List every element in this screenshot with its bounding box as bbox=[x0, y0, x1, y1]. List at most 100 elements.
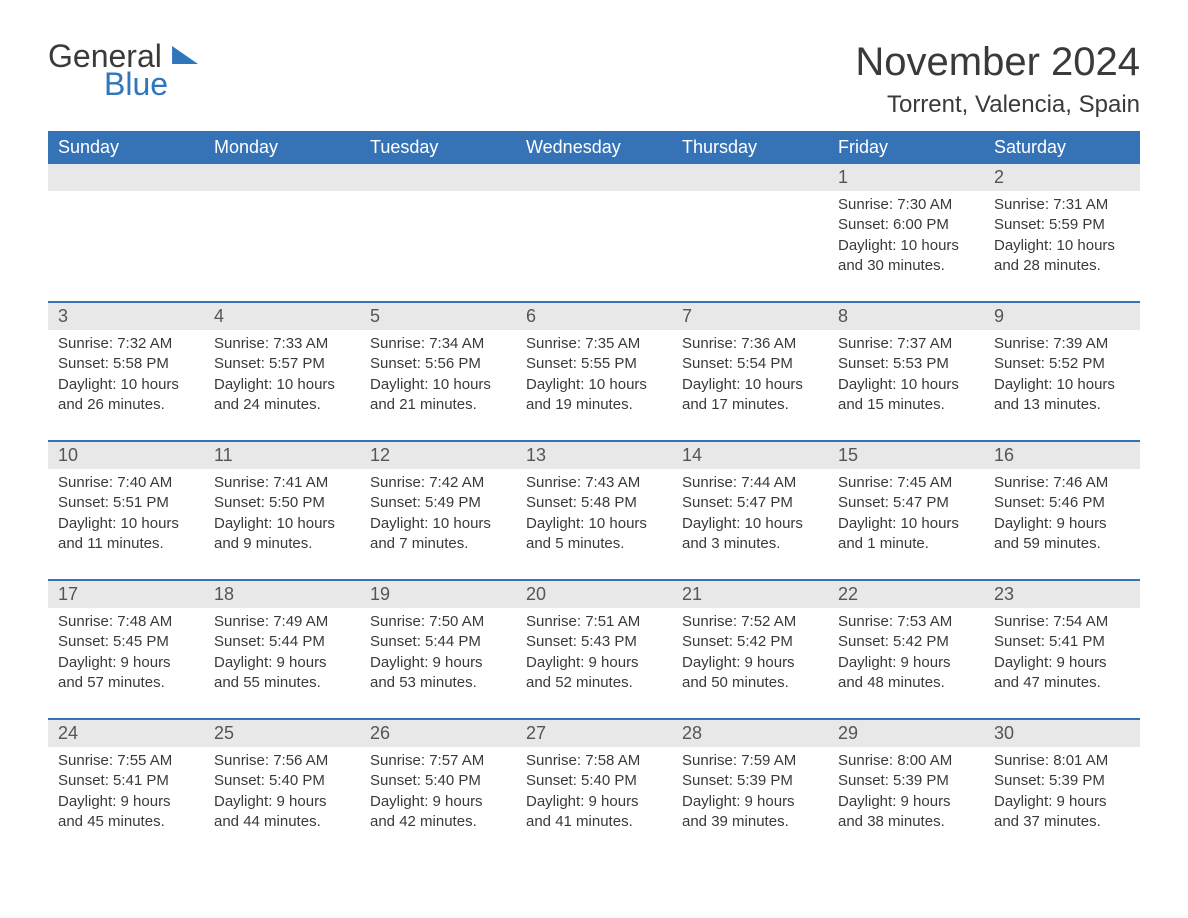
day-cell: Sunrise: 7:59 AMSunset: 5:39 PMDaylight:… bbox=[672, 747, 828, 837]
daylight-text: Daylight: 10 hours and 11 minutes. bbox=[58, 514, 194, 555]
sunset-text: Sunset: 5:41 PM bbox=[58, 771, 194, 791]
daylight-text: Daylight: 10 hours and 13 minutes. bbox=[994, 375, 1130, 416]
sunrise-text: Sunrise: 7:51 AM bbox=[526, 612, 662, 632]
daylight-text: Daylight: 10 hours and 15 minutes. bbox=[838, 375, 974, 416]
daylight-text: Daylight: 9 hours and 44 minutes. bbox=[214, 792, 350, 833]
day-cell: Sunrise: 7:48 AMSunset: 5:45 PMDaylight:… bbox=[48, 608, 204, 718]
day-number: 29 bbox=[828, 720, 984, 747]
sunrise-text: Sunrise: 7:44 AM bbox=[682, 473, 818, 493]
daylight-text: Daylight: 10 hours and 30 minutes. bbox=[838, 236, 974, 277]
day-cell: Sunrise: 7:51 AMSunset: 5:43 PMDaylight:… bbox=[516, 608, 672, 718]
day-number: 9 bbox=[984, 303, 1140, 330]
sunset-text: Sunset: 5:39 PM bbox=[994, 771, 1130, 791]
sunrise-text: Sunrise: 7:55 AM bbox=[58, 751, 194, 771]
day-number: 5 bbox=[360, 303, 516, 330]
day-number bbox=[360, 164, 516, 191]
day-cell: Sunrise: 7:34 AMSunset: 5:56 PMDaylight:… bbox=[360, 330, 516, 440]
sunset-text: Sunset: 5:40 PM bbox=[370, 771, 506, 791]
sunset-text: Sunset: 5:52 PM bbox=[994, 354, 1130, 374]
daylight-text: Daylight: 9 hours and 52 minutes. bbox=[526, 653, 662, 694]
sunrise-text: Sunrise: 7:30 AM bbox=[838, 195, 974, 215]
weekday-header-row: Sunday Monday Tuesday Wednesday Thursday… bbox=[48, 131, 1140, 164]
sunset-text: Sunset: 5:49 PM bbox=[370, 493, 506, 513]
sunset-text: Sunset: 5:57 PM bbox=[214, 354, 350, 374]
day-number bbox=[204, 164, 360, 191]
sunset-text: Sunset: 5:42 PM bbox=[682, 632, 818, 652]
day-cell: Sunrise: 7:57 AMSunset: 5:40 PMDaylight:… bbox=[360, 747, 516, 837]
day-number bbox=[516, 164, 672, 191]
day-number: 20 bbox=[516, 581, 672, 608]
day-cell: Sunrise: 7:53 AMSunset: 5:42 PMDaylight:… bbox=[828, 608, 984, 718]
daylight-text: Daylight: 9 hours and 59 minutes. bbox=[994, 514, 1130, 555]
day-number bbox=[48, 164, 204, 191]
sunrise-text: Sunrise: 7:34 AM bbox=[370, 334, 506, 354]
sunrise-text: Sunrise: 7:41 AM bbox=[214, 473, 350, 493]
daylight-text: Daylight: 9 hours and 47 minutes. bbox=[994, 653, 1130, 694]
sunrise-text: Sunrise: 7:32 AM bbox=[58, 334, 194, 354]
day-cell: Sunrise: 7:31 AMSunset: 5:59 PMDaylight:… bbox=[984, 191, 1140, 301]
day-number: 12 bbox=[360, 442, 516, 469]
sunset-text: Sunset: 5:48 PM bbox=[526, 493, 662, 513]
sunrise-text: Sunrise: 7:46 AM bbox=[994, 473, 1130, 493]
sunset-text: Sunset: 5:55 PM bbox=[526, 354, 662, 374]
daylight-text: Daylight: 10 hours and 17 minutes. bbox=[682, 375, 818, 416]
sunrise-text: Sunrise: 7:43 AM bbox=[526, 473, 662, 493]
sunrise-text: Sunrise: 7:56 AM bbox=[214, 751, 350, 771]
sunrise-text: Sunrise: 7:50 AM bbox=[370, 612, 506, 632]
daylight-text: Daylight: 10 hours and 1 minute. bbox=[838, 514, 974, 555]
day-body-row: Sunrise: 7:30 AMSunset: 6:00 PMDaylight:… bbox=[48, 191, 1140, 301]
sunrise-text: Sunrise: 7:37 AM bbox=[838, 334, 974, 354]
day-number: 3 bbox=[48, 303, 204, 330]
sunrise-text: Sunrise: 7:59 AM bbox=[682, 751, 818, 771]
day-cell: Sunrise: 7:55 AMSunset: 5:41 PMDaylight:… bbox=[48, 747, 204, 837]
day-cell: Sunrise: 7:43 AMSunset: 5:48 PMDaylight:… bbox=[516, 469, 672, 579]
sunset-text: Sunset: 5:53 PM bbox=[838, 354, 974, 374]
day-number-row: 17181920212223 bbox=[48, 579, 1140, 608]
day-number: 8 bbox=[828, 303, 984, 330]
daylight-text: Daylight: 9 hours and 45 minutes. bbox=[58, 792, 194, 833]
day-cell: Sunrise: 7:54 AMSunset: 5:41 PMDaylight:… bbox=[984, 608, 1140, 718]
day-cell: Sunrise: 7:49 AMSunset: 5:44 PMDaylight:… bbox=[204, 608, 360, 718]
day-cell: Sunrise: 7:56 AMSunset: 5:40 PMDaylight:… bbox=[204, 747, 360, 837]
day-cell bbox=[48, 191, 204, 301]
day-cell: Sunrise: 7:46 AMSunset: 5:46 PMDaylight:… bbox=[984, 469, 1140, 579]
day-cell: Sunrise: 7:40 AMSunset: 5:51 PMDaylight:… bbox=[48, 469, 204, 579]
weekday-saturday: Saturday bbox=[984, 131, 1140, 164]
day-number-row: 24252627282930 bbox=[48, 718, 1140, 747]
daylight-text: Daylight: 9 hours and 50 minutes. bbox=[682, 653, 818, 694]
sunset-text: Sunset: 5:45 PM bbox=[58, 632, 194, 652]
day-cell: Sunrise: 7:37 AMSunset: 5:53 PMDaylight:… bbox=[828, 330, 984, 440]
daylight-text: Daylight: 10 hours and 19 minutes. bbox=[526, 375, 662, 416]
sunrise-text: Sunrise: 7:57 AM bbox=[370, 751, 506, 771]
daylight-text: Daylight: 10 hours and 5 minutes. bbox=[526, 514, 662, 555]
weeks-container: 12 Sunrise: 7:30 AMSunset: 6:00 PMDayligh… bbox=[48, 164, 1140, 837]
day-cell: Sunrise: 7:39 AMSunset: 5:52 PMDaylight:… bbox=[984, 330, 1140, 440]
day-cell bbox=[360, 191, 516, 301]
sunrise-text: Sunrise: 7:53 AM bbox=[838, 612, 974, 632]
sunrise-text: Sunrise: 7:33 AM bbox=[214, 334, 350, 354]
sunrise-text: Sunrise: 7:52 AM bbox=[682, 612, 818, 632]
day-number: 19 bbox=[360, 581, 516, 608]
daylight-text: Daylight: 10 hours and 7 minutes. bbox=[370, 514, 506, 555]
day-cell: Sunrise: 7:50 AMSunset: 5:44 PMDaylight:… bbox=[360, 608, 516, 718]
daylight-text: Daylight: 9 hours and 53 minutes. bbox=[370, 653, 506, 694]
day-number: 21 bbox=[672, 581, 828, 608]
sunset-text: Sunset: 5:50 PM bbox=[214, 493, 350, 513]
sunrise-text: Sunrise: 7:40 AM bbox=[58, 473, 194, 493]
day-cell bbox=[204, 191, 360, 301]
daylight-text: Daylight: 9 hours and 57 minutes. bbox=[58, 653, 194, 694]
sunrise-text: Sunrise: 7:58 AM bbox=[526, 751, 662, 771]
sunset-text: Sunset: 5:54 PM bbox=[682, 354, 818, 374]
sunset-text: Sunset: 5:43 PM bbox=[526, 632, 662, 652]
day-number bbox=[672, 164, 828, 191]
sunset-text: Sunset: 5:40 PM bbox=[526, 771, 662, 791]
sunrise-text: Sunrise: 7:54 AM bbox=[994, 612, 1130, 632]
page-header: General Blue November 2024 Torrent, Vale… bbox=[48, 40, 1140, 119]
daylight-text: Daylight: 9 hours and 38 minutes. bbox=[838, 792, 974, 833]
sunset-text: Sunset: 5:58 PM bbox=[58, 354, 194, 374]
sunset-text: Sunset: 5:41 PM bbox=[994, 632, 1130, 652]
day-cell: Sunrise: 7:33 AMSunset: 5:57 PMDaylight:… bbox=[204, 330, 360, 440]
daylight-text: Daylight: 9 hours and 42 minutes. bbox=[370, 792, 506, 833]
sunset-text: Sunset: 5:51 PM bbox=[58, 493, 194, 513]
day-cell: Sunrise: 8:00 AMSunset: 5:39 PMDaylight:… bbox=[828, 747, 984, 837]
